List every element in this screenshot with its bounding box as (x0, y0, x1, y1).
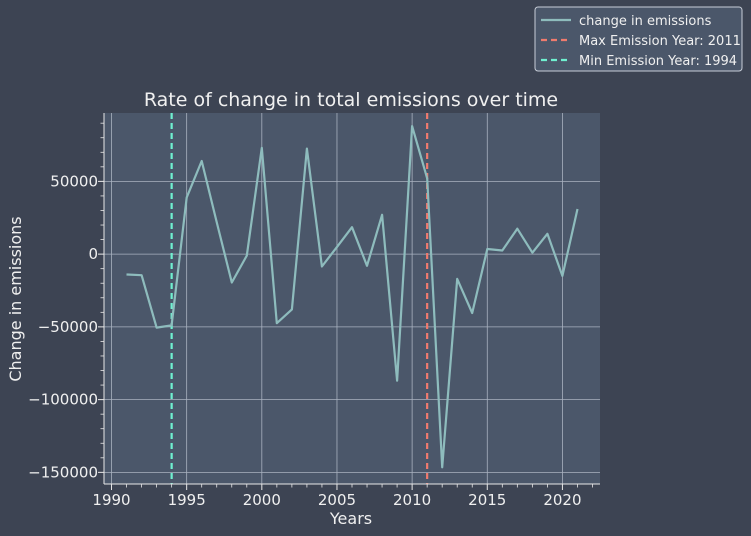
x-tick-label: 2000 (243, 491, 281, 509)
y-tick-label: 0 (88, 245, 98, 263)
x-axis-ticks: 1990 1995 2000 2005 2010 2015 2020 (92, 484, 593, 509)
y-tick-label: −100000 (28, 391, 98, 409)
y-axis-ticks: −150000 −100000 −50000 0 50000 (28, 122, 104, 481)
x-axis-title: Years (329, 509, 372, 528)
series-line-change-in-emissions (126, 125, 579, 469)
y-axis-title: Change in emissions (6, 216, 25, 381)
y-tick-label: −150000 (28, 463, 98, 481)
x-tick-label: 2005 (318, 491, 356, 509)
legend: change in emissions Max Emission Year: 2… (534, 6, 743, 72)
legend-label-max: Max Emission Year: 2011 (579, 34, 741, 49)
x-tick-label: 2015 (468, 491, 506, 509)
x-tick-label: 1995 (168, 491, 206, 509)
chart-title: Rate of change in total emissions over t… (144, 89, 558, 111)
y-tick-label: 50000 (50, 172, 98, 190)
y-tick-label: −50000 (38, 318, 98, 336)
grid (104, 113, 600, 484)
legend-label-series: change in emissions (579, 14, 712, 29)
x-tick-label: 2020 (543, 491, 581, 509)
x-tick-label: 2010 (393, 491, 431, 509)
x-tick-label: 1990 (92, 491, 130, 509)
legend-box (534, 6, 743, 72)
plot-area (104, 113, 600, 484)
legend-label-min: Min Emission Year: 1994 (579, 54, 737, 69)
